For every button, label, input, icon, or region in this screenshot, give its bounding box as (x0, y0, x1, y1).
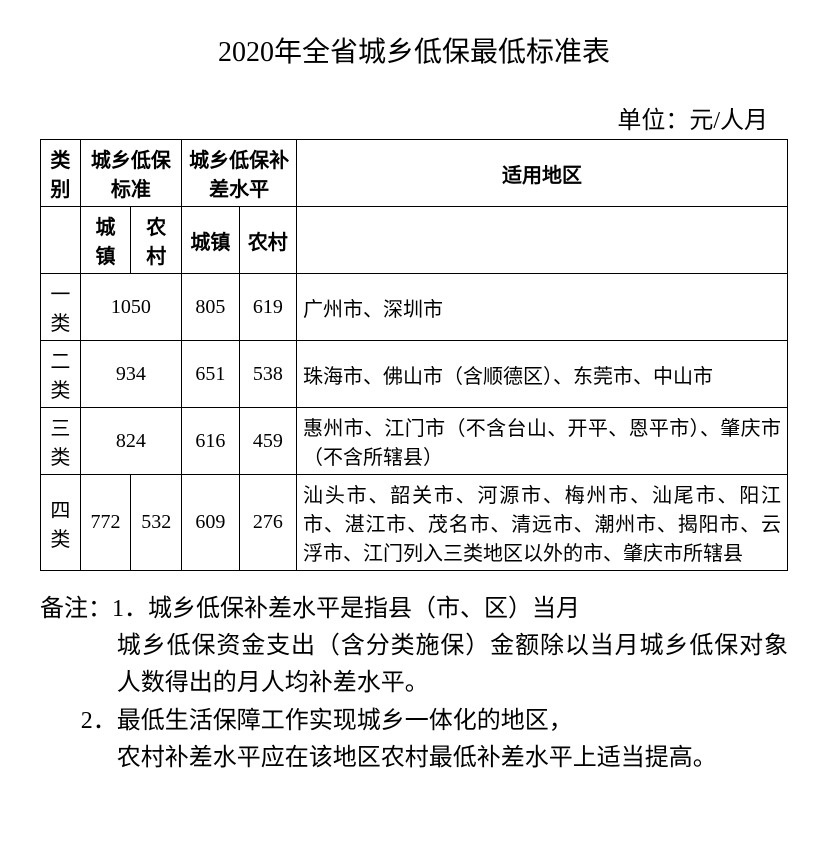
note-item: 备注：1．城乡低保补差水平是指县（市、区）当月 城乡低保资金支出（含分类施保）金… (40, 591, 788, 703)
table-row: 四类 772 532 609 276 汕头市、韶关市、河源市、梅州市、汕尾市、阳… (41, 475, 788, 571)
col-standard: 城乡低保标准 (80, 140, 182, 207)
cell-subsidy-rural: 276 (239, 475, 296, 571)
col-region: 适用地区 (297, 140, 788, 207)
cell-subsidy-rural: 619 (239, 274, 296, 341)
unit-label: 单位：元/人月 (40, 100, 788, 135)
cell-standard-rural: 532 (131, 475, 182, 571)
table-row: 一类 1050 805 619 广州市、深圳市 (41, 274, 788, 341)
cell-subsidy-urban: 609 (182, 475, 239, 571)
col-standard-urban: 城镇 (80, 207, 131, 274)
cell-standard: 824 (80, 408, 182, 475)
cell-subsidy-rural: 459 (239, 408, 296, 475)
cell-region: 汕头市、韶关市、河源市、梅州市、汕尾市、阳江市、湛江市、茂名市、清远市、潮州市、… (297, 475, 788, 571)
col-empty (41, 207, 81, 274)
notes-label: 备注： (40, 596, 112, 622)
cell-subsidy-urban: 651 (182, 341, 239, 408)
cell-category: 一类 (41, 274, 81, 341)
col-category: 类别 (41, 140, 81, 207)
table-header-row-1: 类别 城乡低保标准 城乡低保补差水平 适用地区 (41, 140, 788, 207)
cell-category: 二类 (41, 341, 81, 408)
note-text: 城乡低保补差水平是指县（市、区）当月 (148, 596, 580, 622)
col-subsidy-urban: 城镇 (182, 207, 239, 274)
cell-standard-urban: 772 (80, 475, 131, 571)
notes-section: 备注：1．城乡低保补差水平是指县（市、区）当月 城乡低保资金支出（含分类施保）金… (40, 591, 788, 777)
note-text: 最低生活保障工作实现城乡一体化的地区， (117, 708, 573, 734)
standards-table: 类别 城乡低保标准 城乡低保补差水平 适用地区 城镇 农村 城镇 农村 一类 1… (40, 139, 788, 571)
table-header-row-2: 城镇 农村 城镇 农村 (41, 207, 788, 274)
col-subsidy: 城乡低保补差水平 (182, 140, 297, 207)
cell-category: 三类 (41, 408, 81, 475)
cell-standard: 934 (80, 341, 182, 408)
cell-category: 四类 (41, 475, 81, 571)
note-item: 2．最低生活保障工作实现城乡一体化的地区， 农村补差水平应在该地区农村最低补差水… (40, 703, 788, 777)
cell-region: 广州市、深圳市 (297, 274, 788, 341)
table-row: 二类 934 651 538 珠海市、佛山市（含顺德区）、东莞市、中山市 (41, 341, 788, 408)
note-text-cont: 城乡低保资金支出（含分类施保）金额除以当月城乡低保对象人数得出的月人均补差水平。 (40, 628, 788, 702)
note-text-cont: 农村补差水平应在该地区农村最低补差水平上适当提高。 (117, 740, 788, 777)
page-title: 2020年全省城乡低保最低标准表 (40, 30, 788, 70)
note-num: 2． (81, 708, 117, 734)
cell-region: 惠州市、江门市（不含台山、开平、恩平市）、肇庆市（不含所辖县） (297, 408, 788, 475)
cell-subsidy-urban: 805 (182, 274, 239, 341)
note-num: 1． (112, 596, 148, 622)
cell-region: 珠海市、佛山市（含顺德区）、东莞市、中山市 (297, 341, 788, 408)
table-row: 三类 824 616 459 惠州市、江门市（不含台山、开平、恩平市）、肇庆市（… (41, 408, 788, 475)
col-subsidy-rural: 农村 (239, 207, 296, 274)
cell-standard: 1050 (80, 274, 182, 341)
col-standard-rural: 农村 (131, 207, 182, 274)
cell-subsidy-urban: 616 (182, 408, 239, 475)
cell-subsidy-rural: 538 (239, 341, 296, 408)
col-region-empty (297, 207, 788, 274)
